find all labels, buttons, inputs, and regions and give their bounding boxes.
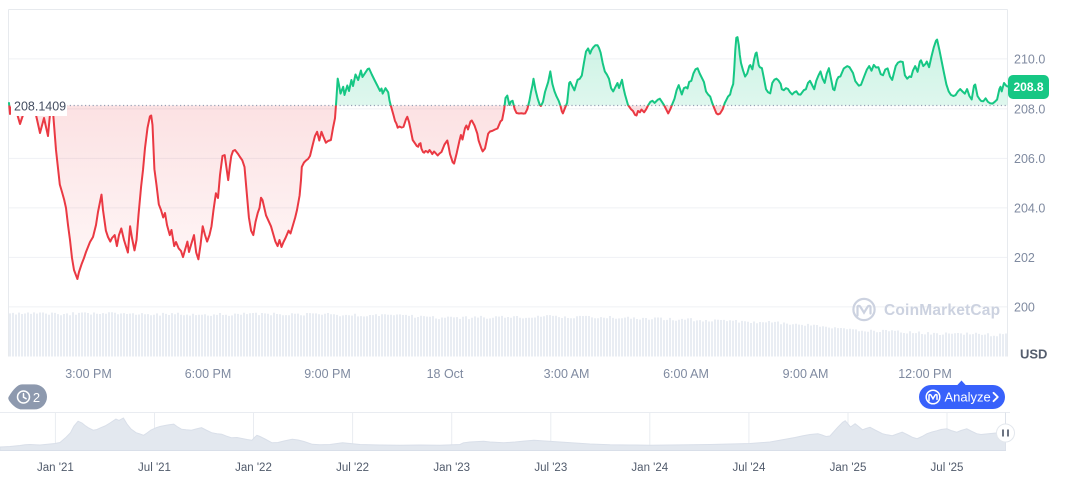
svg-text:Jul '24: Jul '24	[732, 462, 765, 474]
svg-text:200: 200	[1014, 300, 1035, 314]
svg-text:Jul '21: Jul '21	[138, 462, 171, 474]
svg-text:208.1409: 208.1409	[14, 100, 66, 114]
svg-text:Jul '22: Jul '22	[336, 462, 369, 474]
svg-text:Jan '25: Jan '25	[830, 462, 867, 474]
svg-text:6:00 AM: 6:00 AM	[663, 367, 709, 381]
svg-text:Jan '21: Jan '21	[37, 462, 74, 474]
svg-text:3:00 PM: 3:00 PM	[65, 367, 112, 381]
svg-text:208.8: 208.8	[1013, 80, 1043, 94]
svg-text:Jul '25: Jul '25	[931, 462, 964, 474]
svg-text:202: 202	[1014, 251, 1035, 265]
svg-text:210.0: 210.0	[1014, 52, 1045, 66]
svg-text:Jul '23: Jul '23	[534, 462, 567, 474]
svg-text:208.0: 208.0	[1014, 102, 1045, 116]
svg-text:9:00 PM: 9:00 PM	[304, 367, 351, 381]
svg-text:2: 2	[33, 390, 40, 405]
svg-text:9:00 AM: 9:00 AM	[783, 367, 829, 381]
svg-text:CoinMarketCap: CoinMarketCap	[884, 302, 1000, 319]
svg-text:Jan '22: Jan '22	[235, 462, 272, 474]
svg-text:Jan '24: Jan '24	[631, 462, 668, 474]
svg-text:USD: USD	[1020, 347, 1047, 362]
svg-text:Jan '23: Jan '23	[433, 462, 470, 474]
svg-text:18 Oct: 18 Oct	[427, 367, 464, 381]
svg-text:204.0: 204.0	[1014, 201, 1045, 215]
svg-text:12:00 PM: 12:00 PM	[898, 367, 952, 381]
svg-text:3:00 AM: 3:00 AM	[544, 367, 590, 381]
svg-text:6:00 PM: 6:00 PM	[185, 367, 232, 381]
svg-text:Analyze: Analyze	[945, 390, 991, 405]
svg-text:206.0: 206.0	[1014, 152, 1045, 166]
